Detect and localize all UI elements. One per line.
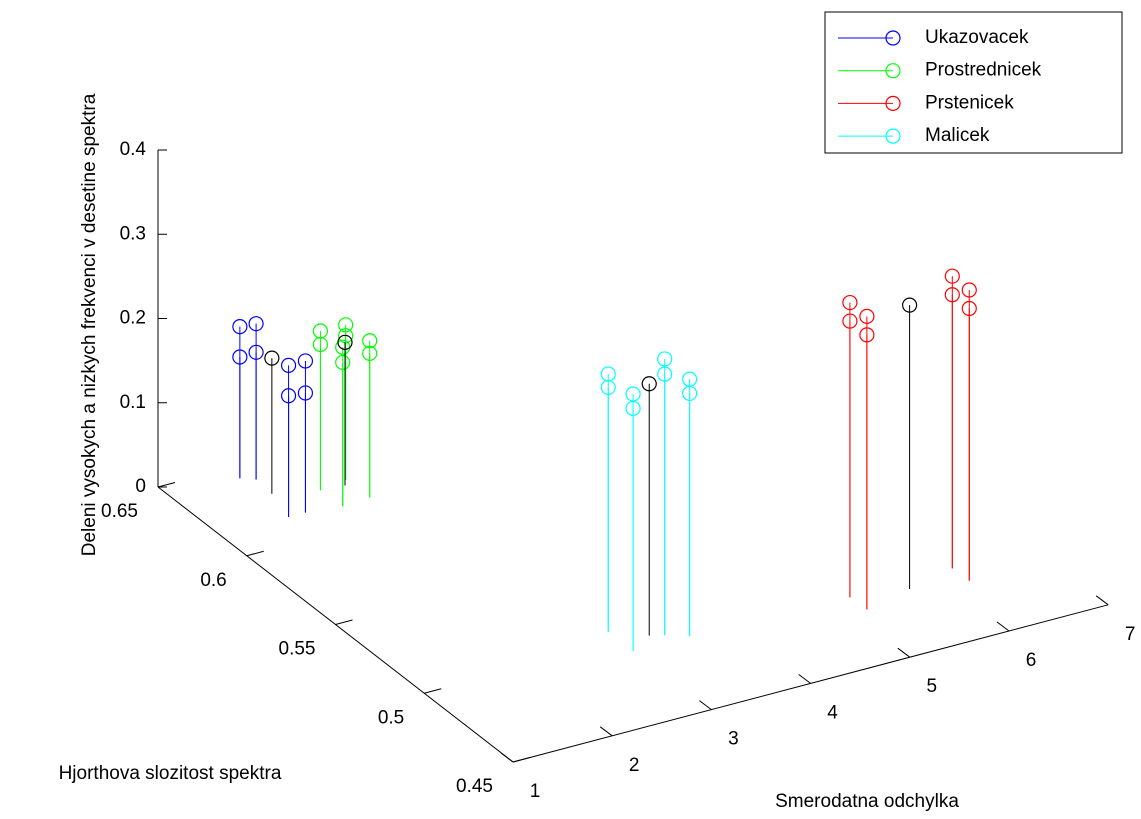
x-tick-label: 6 <box>1026 650 1037 671</box>
stem-marker <box>232 319 248 335</box>
x-tick-label: 1 <box>530 781 541 802</box>
stem-marker <box>337 334 353 350</box>
stem-marker <box>297 353 314 369</box>
stem-marker <box>961 300 977 317</box>
y-tick <box>157 482 176 488</box>
x-tick <box>1095 595 1109 606</box>
z-tick-label: 0.4 <box>120 139 147 160</box>
legend-label: Malicek <box>925 125 990 146</box>
z-tick-label: 0.2 <box>120 308 146 329</box>
stem-marker <box>944 287 960 303</box>
stem-marker <box>842 313 858 329</box>
legend-marker <box>885 63 901 79</box>
x-tick-label: 3 <box>728 729 739 750</box>
x-axis-label: Smerodatna odchylka <box>775 791 959 812</box>
y-tick-label: 0.5 <box>378 707 404 728</box>
stem-marker <box>682 385 698 402</box>
y-tick <box>512 757 531 763</box>
stem-marker <box>362 333 378 349</box>
stem-marker <box>338 328 354 344</box>
stem-marker <box>338 317 354 333</box>
x-tick <box>500 752 514 763</box>
stem-marker <box>280 357 297 373</box>
y-tick <box>424 688 442 694</box>
stem-marker <box>264 350 280 366</box>
stem-marker <box>657 351 673 367</box>
z-axis-label: Deleni vysokych a nizkych frekvenci v de… <box>79 93 100 556</box>
stem-marker <box>842 294 858 311</box>
stem-marker <box>625 400 641 416</box>
z-tick-label: 0 <box>135 476 146 497</box>
legend-marker <box>885 95 901 112</box>
y-tick <box>246 550 264 557</box>
stem-marker <box>641 376 657 392</box>
legend-box <box>824 11 1123 154</box>
stem-marker <box>232 349 248 365</box>
x-tick <box>798 674 811 684</box>
y-tick-label: 0.45 <box>456 776 493 797</box>
legend-label: Prostrednicek <box>925 60 1042 81</box>
stem-marker <box>248 316 264 332</box>
stem-marker <box>280 388 297 404</box>
stem-marker <box>901 297 918 313</box>
legend-marker <box>885 128 901 144</box>
legend-label: Prstenicek <box>925 92 1014 113</box>
stem-marker <box>248 344 264 360</box>
y-tick-label: 0.6 <box>200 570 226 591</box>
stem-marker <box>600 379 616 396</box>
x-tick-label: 7 <box>1125 624 1136 645</box>
y-tick <box>335 619 353 625</box>
x-tick <box>996 621 1010 632</box>
z-tick-label: 0.3 <box>120 223 146 244</box>
stem-marker <box>362 345 378 361</box>
x-tick <box>897 647 911 658</box>
stem-marker <box>657 366 673 382</box>
x-tick-label: 4 <box>827 702 838 723</box>
stem-marker <box>859 327 875 343</box>
x-tick-label: 5 <box>927 676 938 697</box>
legend-label: Ukazovacek <box>925 27 1029 48</box>
stem-marker <box>297 385 314 401</box>
y-axis-label: Hjorthova slozitost spektra <box>59 763 282 784</box>
stem-marker <box>944 268 960 284</box>
z-tick-label: 0.1 <box>120 392 146 413</box>
stem-marker <box>312 336 329 353</box>
stem-marker <box>961 282 977 298</box>
stem-marker <box>335 354 351 370</box>
stem-marker <box>859 308 875 324</box>
x-tick <box>699 700 712 710</box>
y-tick-label: 0.65 <box>101 501 138 522</box>
x-tick <box>599 726 613 737</box>
y-tick-label: 0.55 <box>279 639 316 660</box>
legend-marker <box>885 30 901 46</box>
x-tick-label: 2 <box>629 755 640 776</box>
